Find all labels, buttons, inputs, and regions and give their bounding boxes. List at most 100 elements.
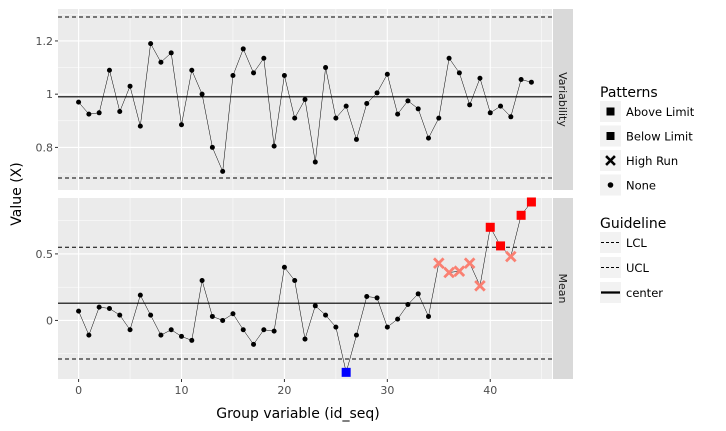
data-point (179, 122, 184, 128)
data-point (189, 337, 195, 343)
data-point (209, 313, 215, 319)
data-point (528, 79, 534, 85)
data-point (117, 312, 123, 318)
data-point (405, 98, 411, 104)
data-point (364, 293, 370, 299)
data-point (374, 90, 380, 96)
data-point (271, 328, 277, 334)
data-point (106, 67, 112, 73)
facet-strip (553, 198, 573, 379)
data-point (220, 317, 226, 323)
x-tick-label: 20 (277, 384, 291, 397)
data-point (415, 291, 421, 297)
data-point (148, 312, 154, 318)
data-point (443, 266, 455, 279)
data-point (498, 103, 504, 109)
data-point (230, 311, 236, 317)
data-point (189, 67, 195, 73)
legend-label: High Run (626, 154, 678, 168)
data-point (127, 83, 133, 89)
legend-key (600, 232, 621, 253)
data-point (395, 111, 401, 117)
data-point (453, 265, 466, 277)
data-point (168, 50, 174, 56)
data-point (607, 182, 614, 188)
legend-key (600, 257, 621, 278)
data-point (516, 210, 526, 220)
data-point (477, 75, 483, 81)
data-point (374, 295, 380, 301)
data-point (199, 278, 205, 284)
data-point (96, 304, 102, 310)
data-point (606, 132, 615, 140)
data-point (463, 257, 476, 269)
data-point (158, 59, 164, 65)
x-axis: 0 10 20 30 40 (75, 379, 497, 397)
legend-patterns-group: Above Limit Below Limit High Run None (600, 101, 695, 196)
data-point (341, 367, 351, 377)
data-point (436, 115, 442, 121)
y-tick-label: 0 (46, 314, 53, 327)
data-point (505, 250, 517, 263)
data-point (496, 241, 506, 251)
data-point (86, 111, 92, 117)
data-point (312, 303, 318, 309)
data-point (230, 73, 236, 79)
legend-label: Above Limit (626, 105, 695, 119)
y-axis-title: Value (X) (9, 162, 25, 225)
data-point (508, 114, 514, 120)
data-point (251, 70, 257, 76)
data-point (106, 305, 112, 311)
data-point (199, 91, 205, 97)
y-tick-label: 1 (46, 88, 53, 101)
data-point (312, 159, 318, 165)
legend-label: Below Limit (626, 130, 693, 144)
data-point (261, 327, 267, 333)
y-tick-label: 0.8 (36, 141, 54, 154)
facet-strip (553, 9, 573, 190)
legend-title-guideline: Guideline (600, 216, 666, 232)
data-point (353, 136, 359, 142)
data-point (158, 332, 164, 338)
legend-title-patterns: Patterns (600, 85, 658, 101)
data-point (148, 41, 154, 47)
data-point (240, 327, 246, 333)
data-point (323, 312, 329, 318)
data-point (474, 280, 486, 292)
data-point (261, 55, 267, 61)
data-point (251, 341, 257, 347)
data-point (485, 222, 495, 232)
data-point (127, 327, 133, 333)
data-point (302, 97, 308, 102)
facet-panel-variability: 0.8 1 1.2 Variability (36, 9, 573, 190)
data-point (179, 333, 184, 339)
x-tick-label: 40 (483, 384, 497, 397)
x-tick-label: 10 (175, 384, 189, 397)
data-point (384, 71, 390, 77)
data-point (271, 143, 277, 149)
data-point (415, 106, 421, 112)
data-point (333, 324, 339, 330)
data-point (240, 46, 246, 52)
legend-label: LCL (626, 236, 647, 250)
data-point (137, 123, 143, 129)
legend-guideline-group: LCL UCL center (600, 232, 663, 303)
facet-strip-label: Mean (556, 274, 569, 304)
x-tick-label: 0 (75, 384, 82, 397)
data-point (323, 65, 329, 71)
data-point (168, 327, 174, 333)
data-point (395, 316, 401, 322)
legend-label: None (626, 179, 656, 193)
facet-panels: 0.8 1 1.2 Variability 0 0.5 Mean (36, 9, 573, 379)
data-point (446, 55, 452, 61)
legend-label: center (626, 286, 663, 300)
data-point (605, 155, 616, 166)
y-tick-label: 1.2 (36, 35, 54, 48)
legend-label: UCL (626, 261, 649, 275)
data-point (137, 292, 143, 298)
data-point (302, 336, 308, 342)
data-point (433, 257, 445, 269)
data-point (518, 77, 524, 83)
data-point (209, 144, 215, 150)
